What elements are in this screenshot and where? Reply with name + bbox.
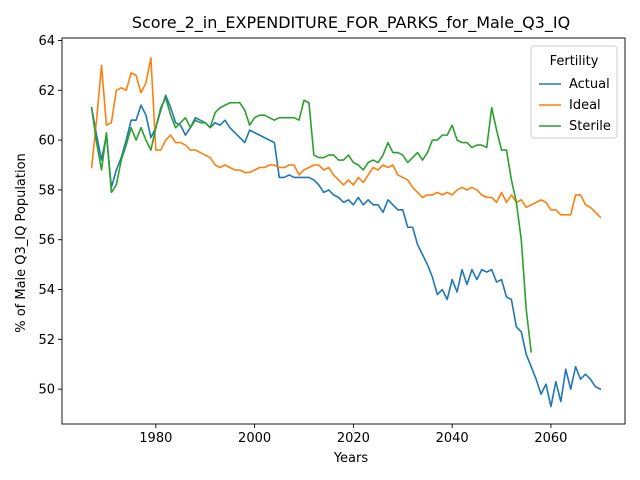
legend-label-ideal: Ideal [569, 98, 601, 113]
y-tick-label: 52 [38, 333, 55, 348]
y-tick-label: 56 [38, 233, 55, 248]
x-axis-label: Years [333, 451, 369, 466]
chart-title: Score_2_in_EXPENDITURE_FOR_PARKS_for_Mal… [132, 13, 570, 33]
y-tick-label: 62 [38, 84, 55, 99]
legend-label-sterile: Sterile [569, 119, 611, 134]
y-tick-label: 50 [38, 383, 55, 398]
plot-area: 1980 2000 2020 2040 2060 50 52 54 56 58 60 62 64 [38, 34, 626, 446]
legend-box [530, 45, 618, 139]
legend: Fertility Actual Ideal Sterile [530, 45, 618, 139]
y-tick-label: 64 [38, 34, 55, 49]
y-tick-label: 54 [38, 283, 55, 298]
legend-label-actual: Actual [569, 77, 610, 92]
y-tick-label: 58 [38, 183, 55, 198]
axes-frame [61, 37, 626, 425]
y-tick-label: 60 [38, 134, 55, 149]
x-tick-label: 1980 [139, 431, 172, 446]
x-tick-label: 2020 [337, 431, 370, 446]
x-tick-label: 2040 [436, 431, 469, 446]
series-line-sterile [90, 96, 533, 353]
x-tick-label: 2000 [238, 431, 271, 446]
y-axis-label: % of Male Q3_IQ Population [14, 153, 29, 333]
legend-title: Fertility [550, 54, 599, 69]
series-line-actual [90, 94, 602, 408]
x-tick-label: 2060 [534, 431, 567, 446]
